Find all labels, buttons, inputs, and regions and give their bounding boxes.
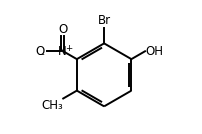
Text: OH: OH bbox=[145, 45, 163, 58]
Text: −: − bbox=[37, 50, 44, 59]
Text: O: O bbox=[58, 23, 67, 36]
Text: Br: Br bbox=[97, 14, 110, 27]
Text: N: N bbox=[58, 45, 67, 58]
Text: O: O bbox=[35, 45, 44, 58]
Text: +: + bbox=[65, 44, 72, 53]
Text: CH₃: CH₃ bbox=[41, 99, 62, 112]
